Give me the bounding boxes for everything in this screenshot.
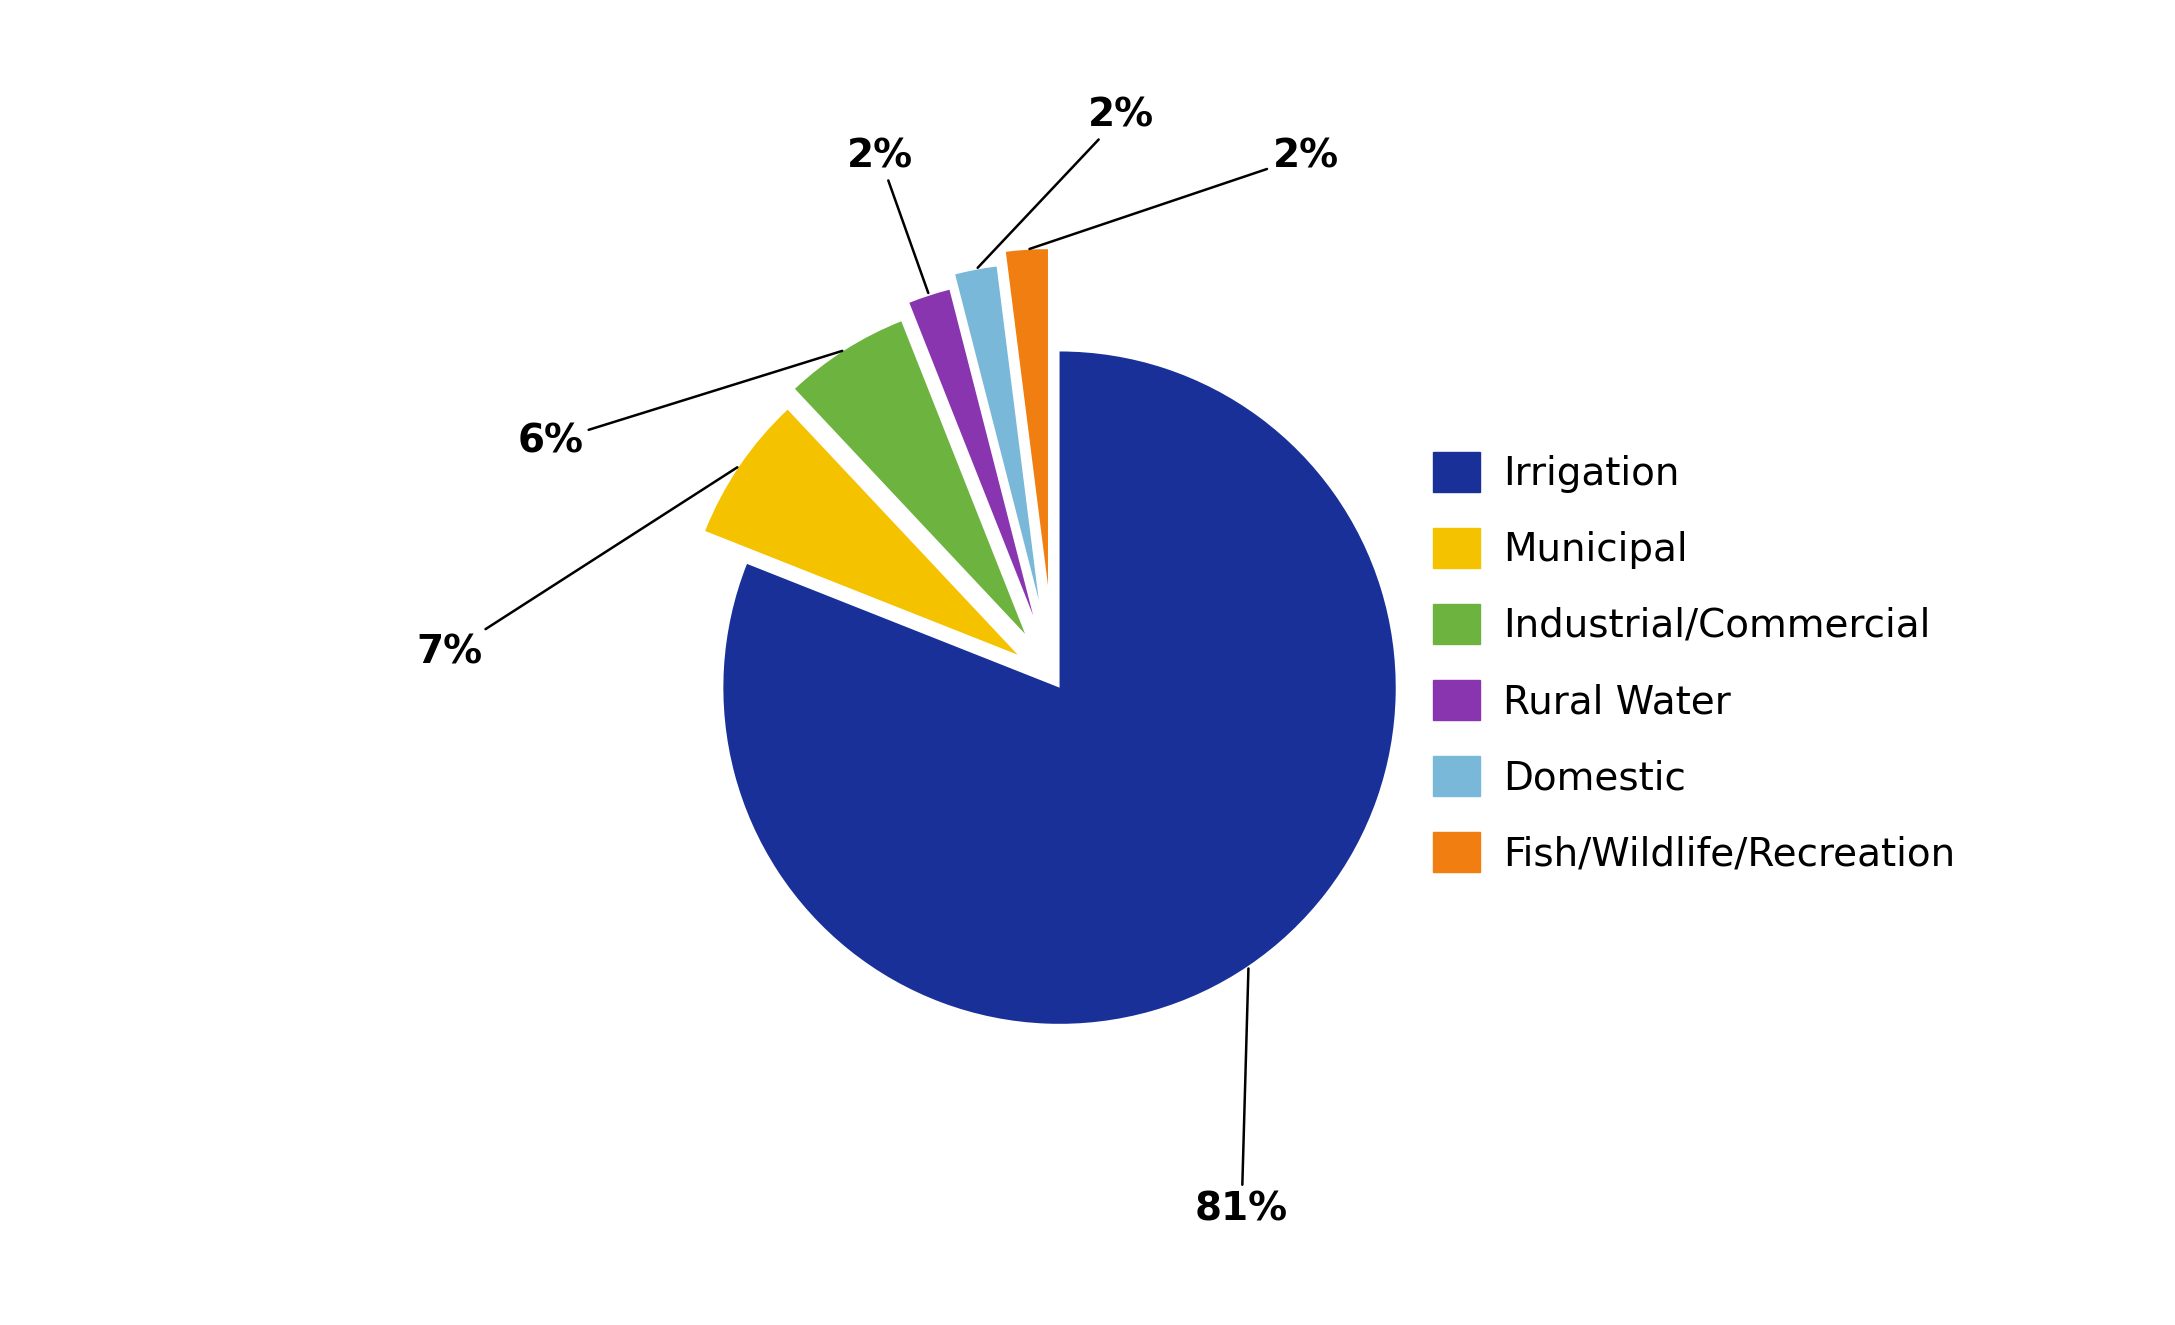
Legend: Irrigation, Municipal, Industrial/Commercial, Rural Water, Domestic, Fish/Wildli: Irrigation, Municipal, Industrial/Commer… (1418, 436, 1971, 889)
Wedge shape (955, 266, 1040, 600)
Text: 2%: 2% (979, 97, 1155, 268)
Wedge shape (724, 351, 1396, 1024)
Text: 2%: 2% (1029, 136, 1338, 249)
Wedge shape (794, 322, 1024, 633)
Wedge shape (705, 409, 1018, 655)
Text: 2%: 2% (846, 136, 929, 293)
Text: 6%: 6% (518, 351, 842, 461)
Wedge shape (1005, 249, 1048, 586)
Text: 7%: 7% (415, 468, 737, 672)
Text: 81%: 81% (1194, 969, 1288, 1228)
Wedge shape (909, 290, 1033, 615)
